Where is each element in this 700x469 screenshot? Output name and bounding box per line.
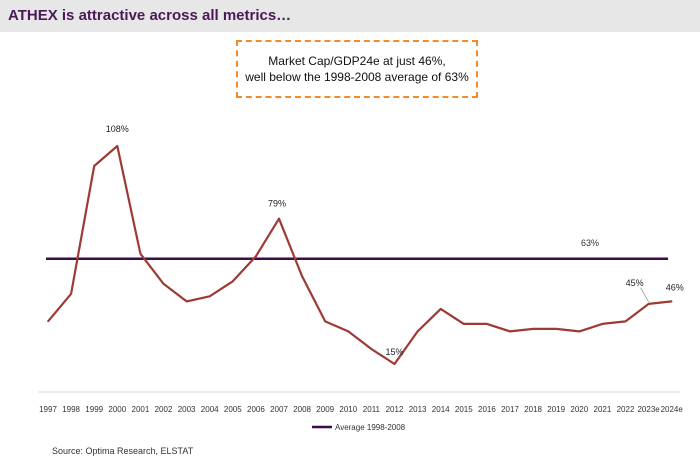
- x-tick-label-2019: 2019: [547, 405, 565, 414]
- data-point-2019: [555, 328, 557, 330]
- x-tick-label-2016: 2016: [478, 405, 496, 414]
- x-tick-label-2010: 2010: [339, 405, 357, 414]
- data-point-2017: [509, 330, 511, 333]
- data-point-2004: [208, 295, 211, 298]
- market-cap-gdp-chart: 63% 108% 79% 15% 45% 46% 1997 1998 1999 2000 2001 2…: [38, 124, 684, 432]
- x-tick-label-2022: 2022: [617, 405, 635, 414]
- x-tick-label-2017: 2017: [501, 405, 519, 414]
- x-tick-label-2001: 2001: [132, 405, 150, 414]
- annotation-leader-2023e: [640, 287, 649, 303]
- data-point-2010: [347, 330, 350, 333]
- header-bar: ATHEX is attractive across all metrics…: [0, 0, 700, 32]
- data-point-2015: [463, 323, 465, 325]
- x-tick-label-2009: 2009: [316, 405, 334, 414]
- data-point-2009: [324, 320, 327, 323]
- data-point-2023e: [647, 303, 650, 305]
- callout-line-2: well below the 1998-2008 average of 63%: [245, 70, 469, 84]
- data-point-2011: [370, 348, 373, 350]
- x-tick-label-1997: 1997: [39, 405, 57, 414]
- x-tick-label-2020: 2020: [570, 405, 588, 414]
- x-tick-label-2006: 2006: [247, 405, 265, 414]
- x-tick-label-2021: 2021: [594, 405, 612, 414]
- x-tick-label-2013: 2013: [409, 405, 427, 414]
- page-title: ATHEX is attractive across all metrics…: [8, 7, 292, 24]
- x-tick-label-2005: 2005: [224, 405, 242, 414]
- data-point-2006: [255, 255, 257, 258]
- x-tick-label-2004: 2004: [201, 405, 219, 414]
- data-point-2012: [393, 363, 396, 365]
- data-point-2007: [278, 217, 280, 220]
- x-tick-label-2012: 2012: [386, 405, 404, 414]
- x-tick-label-2023e: 2023e: [637, 405, 660, 414]
- average-value-label: 63%: [581, 238, 599, 248]
- callout-line-1: Market Cap/GDP24e at just 46%,: [268, 54, 446, 68]
- x-tick-label-2018: 2018: [524, 405, 542, 414]
- data-point-1999: [93, 165, 95, 167]
- callout-box: Market Cap/GDP24e at just 46%, well belo…: [236, 40, 478, 98]
- data-point-2022: [624, 320, 627, 323]
- x-tick-label-1999: 1999: [85, 405, 103, 414]
- x-tick-label-2008: 2008: [293, 405, 311, 414]
- series-line: [47, 144, 672, 366]
- annotation-2012: 15%: [385, 347, 403, 357]
- x-tick-label-2007: 2007: [270, 405, 288, 414]
- data-point-2014: [439, 308, 442, 310]
- data-point-2001: [139, 252, 142, 255]
- data-point-2005: [232, 280, 234, 283]
- x-tick-label-1998: 1998: [62, 405, 80, 414]
- annotation-2023e: 45%: [626, 278, 644, 288]
- x-tick-label-2011: 2011: [363, 405, 381, 414]
- data-point-2024e: [670, 300, 673, 303]
- data-point-2002: [162, 283, 165, 285]
- data-point-1997: [47, 320, 49, 323]
- annotation-2000: 108%: [106, 124, 129, 134]
- data-point-2003: [185, 300, 188, 303]
- data-point-2013: [416, 330, 419, 333]
- data-point-1998: [70, 293, 72, 295]
- annotation-2007: 79%: [268, 199, 286, 209]
- data-point-2021: [601, 323, 604, 325]
- data-point-2000: [116, 145, 119, 147]
- x-tick-label-2002: 2002: [155, 405, 173, 414]
- x-tick-label-2000: 2000: [108, 405, 126, 414]
- x-tick-label-2015: 2015: [455, 405, 473, 414]
- data-point-2008: [301, 275, 303, 278]
- annotation-2024e: 46%: [666, 282, 684, 292]
- x-tick-label-2024e: 2024e: [661, 405, 684, 414]
- legend-label-average: Average 1998-2008: [335, 423, 406, 432]
- data-point-2020: [578, 330, 581, 333]
- x-tick-label-2003: 2003: [178, 405, 196, 414]
- data-point-2016: [486, 323, 488, 325]
- data-point-2018: [532, 328, 534, 330]
- x-tick-label-2014: 2014: [432, 405, 450, 414]
- source-note: Source: Optima Research, ELSTAT: [52, 446, 194, 456]
